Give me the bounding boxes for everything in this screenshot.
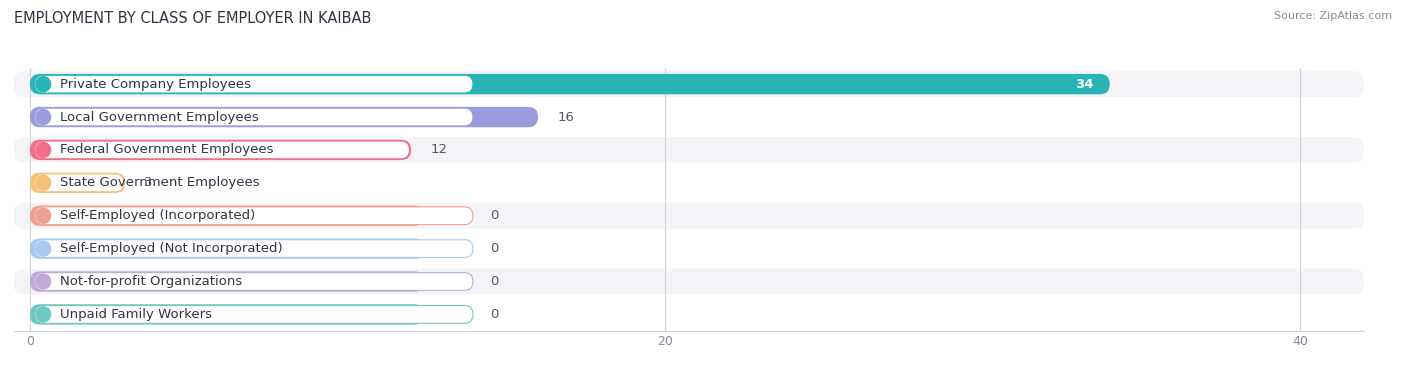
FancyBboxPatch shape — [30, 238, 425, 259]
FancyBboxPatch shape — [35, 75, 472, 93]
Text: State Government Employees: State Government Employees — [60, 176, 260, 190]
FancyBboxPatch shape — [14, 203, 1364, 229]
Text: Self-Employed (Incorporated): Self-Employed (Incorporated) — [60, 209, 254, 222]
Text: 0: 0 — [491, 308, 499, 321]
Circle shape — [37, 77, 51, 92]
FancyBboxPatch shape — [14, 137, 1364, 163]
FancyBboxPatch shape — [30, 107, 538, 127]
Circle shape — [37, 208, 51, 223]
Circle shape — [37, 241, 51, 256]
FancyBboxPatch shape — [35, 240, 472, 258]
FancyBboxPatch shape — [35, 108, 472, 126]
Text: Source: ZipAtlas.com: Source: ZipAtlas.com — [1274, 11, 1392, 21]
Text: Federal Government Employees: Federal Government Employees — [60, 143, 273, 156]
Circle shape — [37, 109, 51, 124]
FancyBboxPatch shape — [35, 141, 409, 159]
FancyBboxPatch shape — [30, 140, 411, 160]
Text: Self-Employed (Not Incorporated): Self-Employed (Not Incorporated) — [60, 242, 283, 255]
Text: Private Company Employees: Private Company Employees — [60, 77, 250, 91]
FancyBboxPatch shape — [14, 236, 1364, 261]
FancyBboxPatch shape — [35, 207, 472, 224]
Text: 34: 34 — [1076, 77, 1094, 91]
Text: 3: 3 — [145, 176, 153, 190]
Circle shape — [37, 307, 51, 322]
Text: Not-for-profit Organizations: Not-for-profit Organizations — [60, 275, 242, 288]
Text: 0: 0 — [491, 242, 499, 255]
Text: 0: 0 — [491, 209, 499, 222]
FancyBboxPatch shape — [30, 206, 425, 226]
FancyBboxPatch shape — [35, 306, 472, 323]
Text: 0: 0 — [491, 275, 499, 288]
FancyBboxPatch shape — [14, 302, 1364, 327]
FancyBboxPatch shape — [14, 104, 1364, 130]
FancyBboxPatch shape — [30, 74, 1109, 94]
FancyBboxPatch shape — [14, 71, 1364, 97]
Circle shape — [37, 143, 51, 158]
FancyBboxPatch shape — [35, 273, 472, 290]
Text: 12: 12 — [430, 143, 447, 156]
FancyBboxPatch shape — [30, 173, 125, 193]
Circle shape — [37, 175, 51, 190]
FancyBboxPatch shape — [14, 269, 1364, 294]
Text: EMPLOYMENT BY CLASS OF EMPLOYER IN KAIBAB: EMPLOYMENT BY CLASS OF EMPLOYER IN KAIBA… — [14, 11, 371, 26]
Text: Local Government Employees: Local Government Employees — [60, 111, 259, 124]
Text: Unpaid Family Workers: Unpaid Family Workers — [60, 308, 212, 321]
FancyBboxPatch shape — [35, 174, 124, 192]
FancyBboxPatch shape — [30, 304, 425, 324]
FancyBboxPatch shape — [30, 271, 425, 292]
Text: 16: 16 — [557, 111, 574, 124]
FancyBboxPatch shape — [14, 170, 1364, 196]
Circle shape — [37, 274, 51, 289]
